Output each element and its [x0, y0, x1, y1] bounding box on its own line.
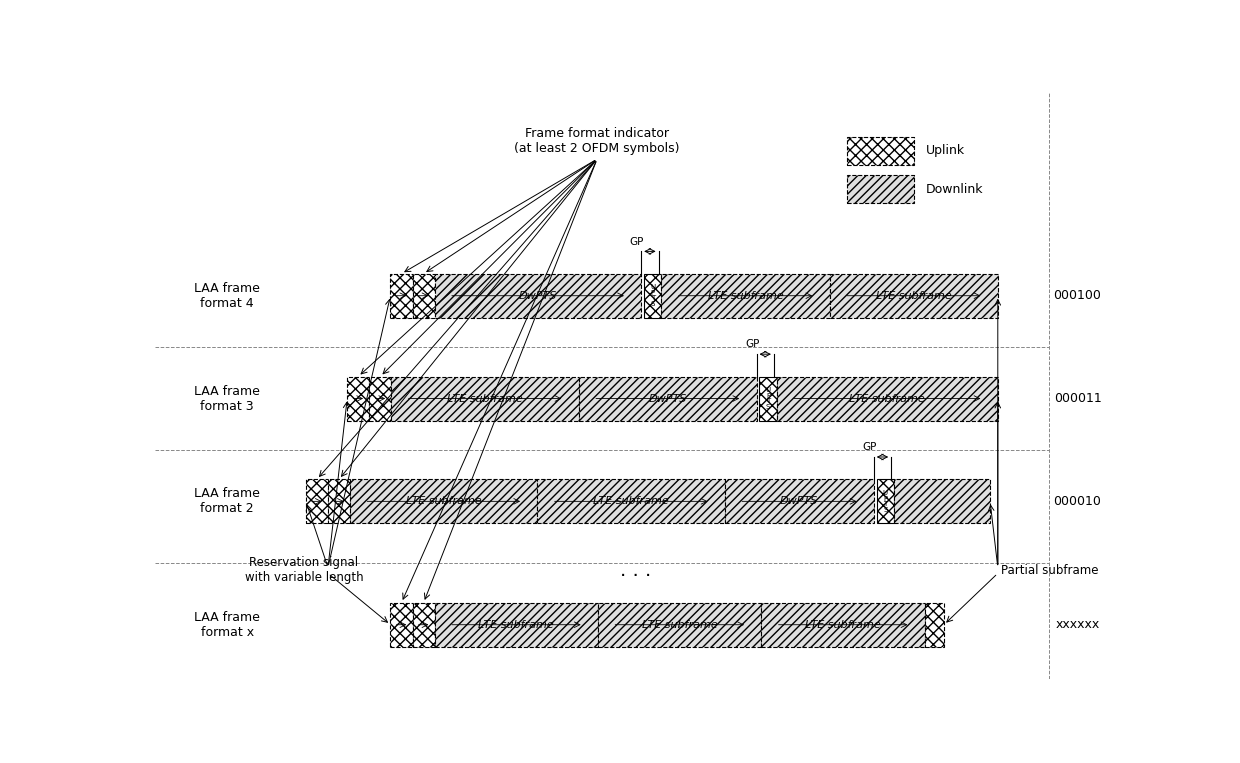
Text: LAA frame
format 4: LAA frame format 4	[195, 282, 260, 310]
Bar	[370, 376, 392, 420]
Bar	[776, 376, 998, 420]
Text: GP: GP	[862, 443, 877, 452]
Text: DwPTS: DwPTS	[780, 497, 818, 507]
Text: Reservation signal
with variable length: Reservation signal with variable length	[244, 556, 363, 584]
Text: GP: GP	[745, 340, 759, 349]
Text: LTE subframe: LTE subframe	[479, 620, 554, 629]
Bar	[579, 376, 756, 420]
Bar	[925, 603, 944, 647]
Text: LTE subframe: LTE subframe	[849, 394, 925, 404]
Bar	[537, 479, 725, 523]
Text: U
P
T
S: U P T S	[650, 285, 656, 307]
Text: LAA frame
format 3: LAA frame format 3	[195, 385, 260, 413]
Bar	[877, 479, 894, 523]
Text: . . .: . . .	[620, 561, 651, 580]
Bar	[830, 274, 998, 317]
Text: 000010: 000010	[1054, 495, 1101, 508]
Bar	[847, 137, 914, 165]
Text: GP: GP	[630, 237, 644, 246]
Bar	[413, 274, 435, 317]
Bar	[350, 479, 537, 523]
Bar	[759, 376, 776, 420]
Text: LTE subframe: LTE subframe	[642, 620, 718, 629]
Text: U
P
T
S: U P T S	[883, 490, 888, 513]
Text: LAA frame
format 2: LAA frame format 2	[195, 488, 260, 515]
Text: DwPTS: DwPTS	[518, 291, 557, 301]
Text: Partial subframe: Partial subframe	[1001, 564, 1099, 577]
Bar	[306, 479, 327, 523]
Bar	[435, 603, 598, 647]
Text: U
P
T
S: U P T S	[765, 388, 771, 410]
Bar	[392, 376, 579, 420]
Text: LTE subframe: LTE subframe	[593, 497, 670, 507]
Bar	[661, 274, 830, 317]
Bar	[761, 603, 925, 647]
Text: LTE subframe: LTE subframe	[448, 394, 523, 404]
Text: LTE subframe: LTE subframe	[405, 497, 481, 507]
Text: Downlink: Downlink	[926, 182, 983, 195]
Text: xxxxxx: xxxxxx	[1055, 618, 1100, 631]
Bar	[847, 175, 914, 203]
Bar	[347, 376, 370, 420]
Bar	[391, 603, 413, 647]
Bar	[391, 274, 413, 317]
Text: Uplink: Uplink	[926, 144, 965, 157]
Text: 000100: 000100	[1054, 289, 1101, 302]
Text: LAA frame
format x: LAA frame format x	[195, 610, 260, 639]
Text: 000011: 000011	[1054, 392, 1101, 405]
Bar	[725, 479, 874, 523]
Bar	[413, 603, 435, 647]
Bar	[327, 479, 350, 523]
Bar	[598, 603, 761, 647]
Text: DwPTS: DwPTS	[649, 394, 687, 404]
Bar	[435, 274, 641, 317]
Text: LTE subframe: LTE subframe	[875, 291, 951, 301]
Bar	[644, 274, 661, 317]
Text: LTE subframe: LTE subframe	[805, 620, 880, 629]
Bar	[894, 479, 990, 523]
Text: LTE subframe: LTE subframe	[708, 291, 784, 301]
Text: Frame format indicator
(at least 2 OFDM symbols): Frame format indicator (at least 2 OFDM …	[515, 127, 680, 156]
